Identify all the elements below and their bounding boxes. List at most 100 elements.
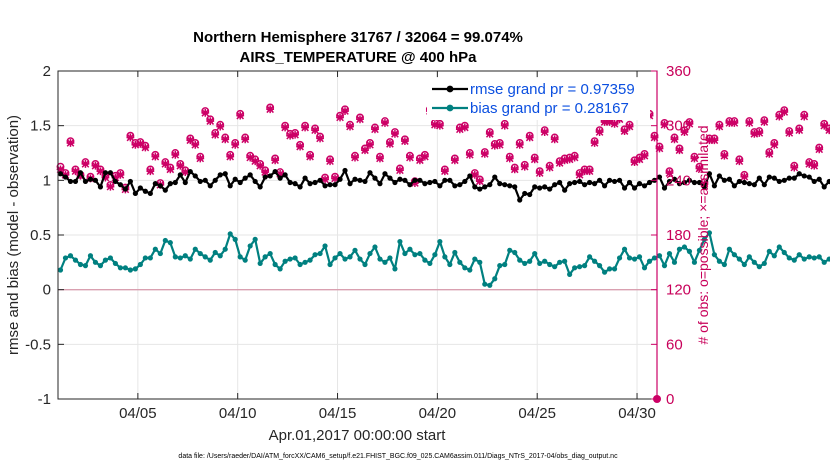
- bias-point: [202, 254, 208, 260]
- bias-point: [87, 253, 94, 259]
- bias-point: [761, 260, 767, 267]
- obs-assimilated-point: [361, 146, 369, 155]
- bias-point: [691, 259, 698, 265]
- bias-point: [726, 246, 732, 252]
- rmse-point: [397, 176, 403, 182]
- rmse-point: [507, 183, 513, 189]
- obs-assimilated-point: [690, 154, 699, 163]
- bias-point: [102, 257, 109, 263]
- obs-assimilated-point: [520, 162, 529, 171]
- bias-point: [806, 254, 812, 260]
- bias-point: [596, 263, 603, 269]
- bias-point: [522, 260, 528, 267]
- rmse-point: [696, 179, 703, 186]
- rmse-point: [517, 197, 523, 203]
- rmse-point: [497, 181, 503, 187]
- obs-assimilated-point: [760, 118, 769, 126]
- bias-point: [557, 259, 563, 265]
- obs-assimilated-point: [540, 128, 549, 136]
- obs-assimilated-point: [386, 139, 394, 148]
- rmse-point: [417, 177, 423, 183]
- rmse-point: [452, 183, 458, 189]
- x-tick-label: 04/20: [419, 405, 457, 422]
- bias-point: [217, 253, 223, 259]
- obs-assimilated-point: [660, 120, 669, 129]
- rmse-point: [676, 181, 683, 187]
- bias-point: [771, 253, 777, 259]
- rmse-point: [776, 178, 782, 185]
- bias-point: [67, 253, 74, 259]
- obs-assimilated-point: [291, 130, 300, 139]
- rmse-point: [277, 175, 283, 181]
- rmse-point: [357, 177, 363, 183]
- obs-assimilated-point: [810, 161, 819, 170]
- rmse-point: [816, 176, 822, 182]
- obs-assimilated-point: [231, 140, 240, 149]
- rmse-point: [377, 181, 383, 187]
- y-left-tick-label: 0: [43, 282, 51, 299]
- rmse-point: [786, 175, 792, 181]
- rmse-point: [626, 179, 633, 186]
- rmse-point: [367, 170, 373, 176]
- obs-assimilated-point: [106, 182, 115, 191]
- bias-point: [582, 263, 588, 269]
- obs-assimilated-point: [241, 135, 250, 144]
- obs-assimilated-point: [311, 126, 319, 135]
- rmse-point: [746, 181, 752, 187]
- bias-point: [367, 250, 373, 257]
- bias-point: [601, 269, 608, 275]
- obs-assimilated-point: [590, 139, 599, 147]
- rmse-point: [731, 183, 737, 189]
- rmse-point: [77, 170, 84, 176]
- bias-point: [142, 255, 148, 261]
- obs-assimilated-point: [221, 135, 230, 144]
- rmse-point: [192, 173, 198, 179]
- bias-point: [462, 265, 468, 271]
- bias-point: [127, 267, 133, 273]
- rmse-point: [472, 184, 478, 190]
- rmse-point: [97, 184, 104, 190]
- bias-point: [342, 256, 348, 262]
- rmse-point: [252, 178, 258, 185]
- obs-assimilated-point: [116, 170, 125, 179]
- obs-assimilated-point: [326, 157, 334, 166]
- rmse-point: [167, 181, 173, 187]
- rmse-point: [801, 173, 807, 179]
- rmse-point: [706, 171, 713, 177]
- rmse-point: [716, 173, 722, 179]
- rmse-point: [761, 182, 767, 188]
- obs-assimilated-point: [406, 153, 414, 162]
- bias-point: [97, 263, 104, 269]
- rmse-point: [267, 173, 273, 179]
- rmse-point: [756, 175, 762, 181]
- bias-point: [487, 282, 493, 288]
- rmse-point: [67, 178, 74, 185]
- rmse-point: [661, 185, 668, 191]
- obs-assimilated-point: [800, 112, 809, 121]
- rmse-point: [212, 177, 218, 183]
- obs-assimilated-point: [630, 158, 639, 167]
- obs-assimilated-point: [251, 157, 260, 166]
- obs-assimilated-point: [391, 129, 399, 138]
- bias-point: [157, 250, 163, 257]
- legend-rmse-marker: [446, 85, 454, 93]
- obs-assimilated-point: [351, 153, 359, 162]
- bias-point: [766, 248, 772, 254]
- rmse-point: [751, 182, 757, 188]
- rmse-point: [402, 177, 408, 183]
- y-right-tick-label: 60: [666, 336, 683, 353]
- obs-assimilated-point: [131, 140, 140, 149]
- obs-assimilated-point: [236, 111, 245, 120]
- rmse-point: [477, 186, 483, 192]
- rmse-point: [427, 179, 433, 186]
- obs-assimilated-point: [76, 171, 85, 180]
- bias-point: [711, 252, 718, 258]
- rmse-point: [127, 178, 133, 185]
- rmse-point: [422, 181, 428, 187]
- bias-point: [467, 267, 473, 273]
- bias-point: [302, 259, 308, 265]
- y-right-tick-label: 120: [666, 282, 691, 299]
- rmse-point: [691, 179, 698, 186]
- rmse-point: [112, 178, 119, 185]
- rmse-point: [172, 179, 178, 186]
